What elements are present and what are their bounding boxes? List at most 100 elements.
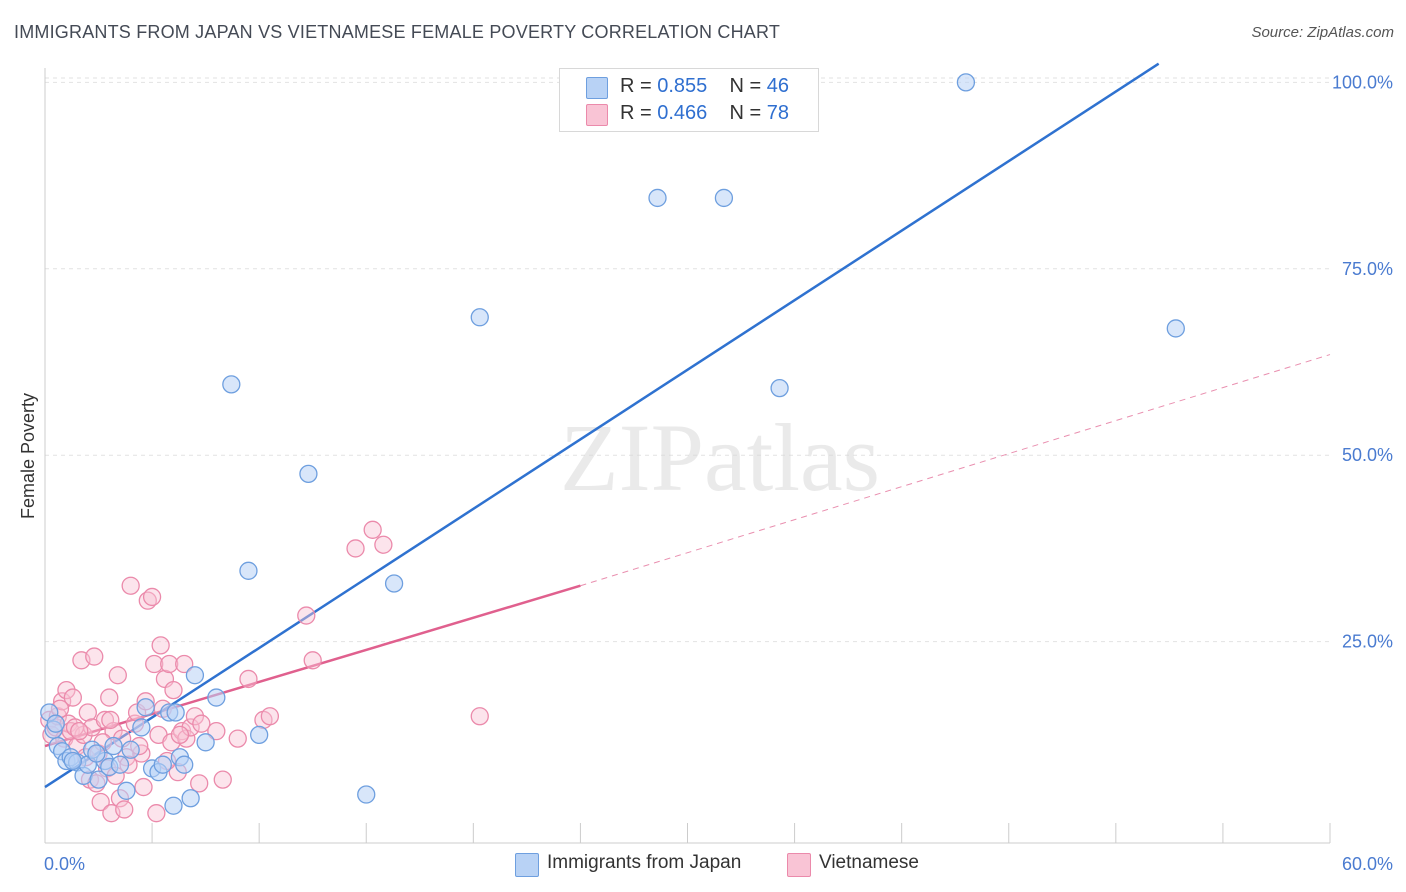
vietnamese-point	[63, 688, 82, 707]
japan-point	[470, 308, 489, 327]
vietnamese-point	[85, 647, 104, 666]
x-tick-labels: 0.0% 60.0%	[44, 854, 1393, 874]
source-label: Source: ZipAtlas.com	[1251, 24, 1394, 41]
japan-point	[153, 755, 172, 774]
vietnamese-point	[228, 729, 247, 748]
japan-point	[104, 736, 123, 756]
vietnamese-point	[121, 576, 140, 595]
vietnamese-point	[108, 666, 127, 685]
japan-point	[166, 703, 185, 722]
vietnamese-point	[115, 800, 134, 819]
vietnamese-point	[363, 520, 382, 539]
japan-point	[132, 718, 151, 737]
japan-point	[181, 789, 200, 808]
vietnamese-point	[190, 774, 209, 793]
vietnamese-point	[100, 688, 119, 707]
vietnamese-point	[239, 669, 258, 689]
bottom-legend-swatch-japan	[515, 853, 539, 877]
legend-n-value-viet: 78	[766, 102, 790, 124]
y-axis-label: Female Poverty	[18, 393, 38, 519]
japan-point	[222, 375, 241, 394]
japan-point	[196, 733, 215, 752]
x-tick-label: 60.0%	[1342, 854, 1393, 874]
y-tick-label: 50.0%	[1342, 445, 1393, 465]
vietnamese-point	[297, 606, 316, 625]
vietnamese-point	[57, 680, 76, 700]
japan-point	[110, 755, 130, 774]
japan-point	[87, 744, 106, 763]
stats-legend: R = 0.855 N = 46 R = 0.466 N = 78	[559, 68, 819, 132]
legend-text-japan: R = 0.855 N = 46	[620, 75, 789, 98]
vietnamese-point	[101, 710, 120, 730]
vietnamese-point	[91, 792, 110, 812]
vietnamese-point	[52, 692, 72, 711]
vietnamese-point	[170, 725, 190, 745]
vietnamese-point	[213, 770, 232, 789]
vietnamese-point	[303, 651, 322, 670]
y-tick-label: 100.0%	[1332, 72, 1393, 92]
vietnamese-trend-extension	[580, 354, 1331, 587]
trend-lines	[44, 62, 1331, 789]
vietnamese-point	[207, 721, 226, 741]
vietnamese-point	[346, 539, 365, 558]
watermark: ZIPatlas	[560, 404, 880, 511]
japan-point	[1166, 319, 1185, 338]
vietnamese-point	[164, 680, 183, 700]
vietnamese-point	[181, 718, 200, 737]
japan-point	[239, 561, 258, 580]
vietnamese-point	[175, 654, 194, 674]
japan-point	[714, 188, 734, 208]
legend-r-value-viet: 0.466	[657, 102, 708, 124]
japan-point	[164, 796, 183, 815]
japan-point	[956, 73, 976, 92]
y-tick-labels: 25.0% 50.0% 75.0% 100.0%	[1332, 72, 1393, 651]
legend-r-value-japan: 0.855	[657, 75, 708, 97]
legend-r-label: R =	[620, 75, 652, 97]
bottom-legend-label-viet: Vietnamese	[819, 852, 919, 873]
legend-swatch-japan	[586, 77, 608, 99]
vietnamese-trend-line	[44, 584, 581, 748]
legend-swatch-viet	[586, 104, 608, 126]
japan-trend-line	[44, 62, 1160, 789]
japan-point	[384, 574, 404, 593]
vietnamese-point	[145, 654, 164, 674]
legend-n-label: N =	[729, 75, 762, 97]
japan-point	[207, 688, 226, 707]
vietnamese-point	[185, 707, 205, 726]
legend-text-viet: R = 0.466 N = 78	[620, 102, 789, 125]
japan-point	[357, 785, 376, 804]
japan-point	[299, 464, 318, 484]
japan-point	[63, 751, 82, 771]
vietnamese-point	[374, 535, 393, 554]
legend-n-label: N =	[729, 102, 762, 124]
vietnamese-point	[134, 777, 153, 797]
japan-point	[250, 725, 269, 745]
vietnamese-point	[142, 587, 162, 607]
japan-point	[46, 714, 65, 733]
vietnamese-point	[470, 707, 489, 726]
japan-point	[117, 781, 136, 800]
vietnamese-point	[70, 721, 89, 741]
vietnamese-point	[147, 804, 166, 823]
y-tick-label: 75.0%	[1342, 259, 1393, 279]
vietnamese-point	[78, 703, 97, 722]
japan-point	[648, 188, 667, 208]
vietnamese-point	[192, 714, 211, 733]
chart-title: IMMIGRANTS FROM JAPAN VS VIETNAMESE FEMA…	[14, 22, 781, 42]
vietnamese-point	[260, 707, 280, 726]
japan-point	[770, 378, 789, 398]
japan-point	[175, 755, 194, 774]
legend-n-value-japan: 46	[766, 75, 790, 97]
bottom-legend-label-japan: Immigrants from Japan	[547, 852, 742, 873]
japan-point	[136, 698, 155, 717]
vietnamese-point	[151, 636, 170, 655]
japan-point	[89, 770, 108, 789]
y-tick-label: 25.0%	[1342, 632, 1393, 652]
bottom-legend-swatch-viet	[787, 853, 811, 877]
japan-point	[121, 740, 140, 759]
japan-point	[185, 666, 205, 685]
japan-points	[40, 73, 1185, 815]
vietnamese-points	[40, 520, 489, 823]
x-tick-label: 0.0%	[44, 854, 85, 874]
